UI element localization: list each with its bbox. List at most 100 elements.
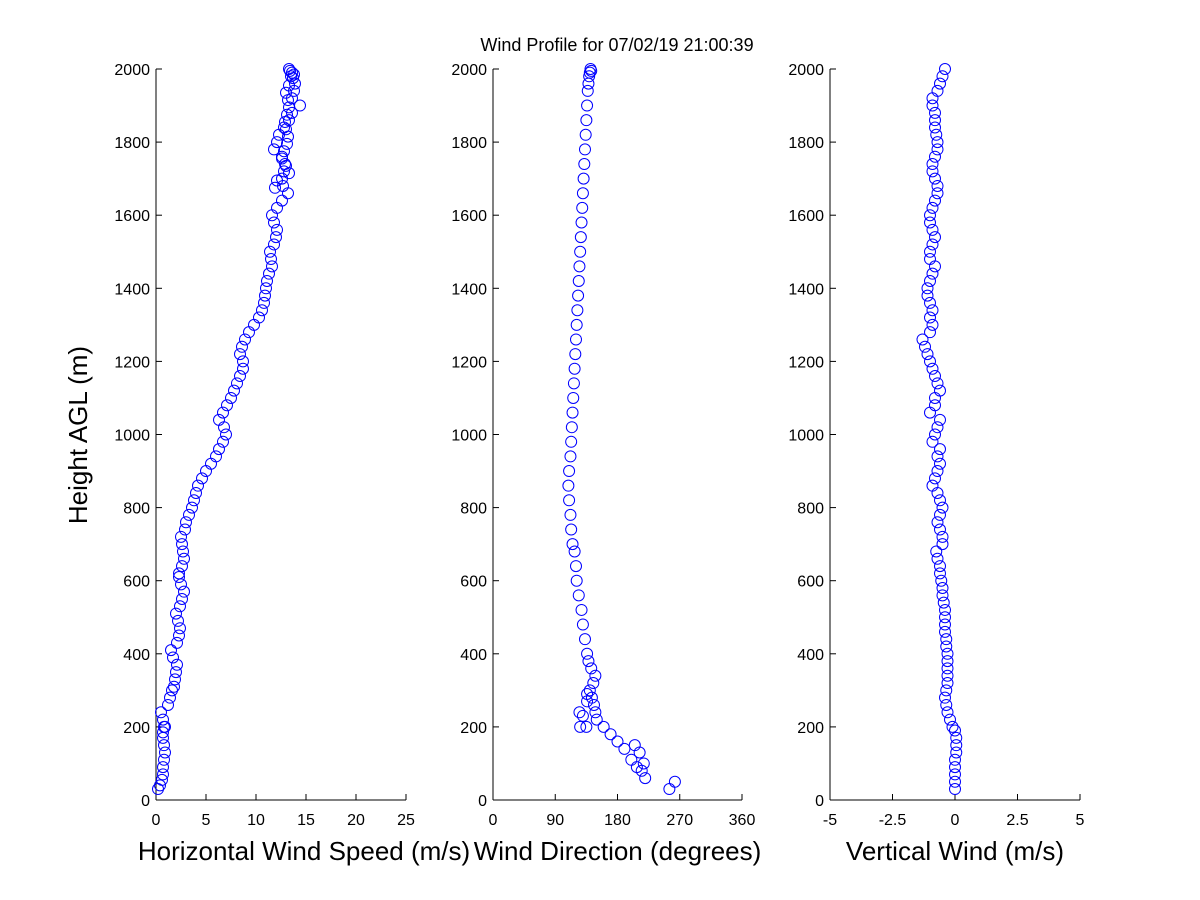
data-point bbox=[926, 238, 939, 251]
data-point bbox=[924, 355, 936, 368]
data-point bbox=[157, 761, 169, 774]
data-point bbox=[282, 94, 294, 107]
data-point bbox=[281, 108, 293, 121]
y-tick-label: 1600 bbox=[451, 208, 487, 225]
data-point bbox=[571, 304, 584, 317]
data-point bbox=[157, 726, 169, 739]
data-point bbox=[934, 457, 946, 470]
data-point bbox=[176, 560, 188, 573]
data-point bbox=[585, 662, 598, 675]
data-point bbox=[225, 391, 237, 404]
data-point bbox=[929, 391, 941, 404]
y-tick-label: 800 bbox=[797, 501, 824, 518]
data-point bbox=[286, 106, 298, 119]
data-point bbox=[939, 611, 951, 624]
data-point bbox=[924, 296, 936, 309]
x-axis-label: Vertical Wind (m/s) bbox=[846, 836, 1064, 866]
data-point bbox=[949, 775, 961, 788]
data-point bbox=[563, 494, 576, 507]
data-point bbox=[286, 66, 298, 79]
y-tick-label: 1800 bbox=[114, 135, 150, 152]
data-point bbox=[934, 523, 946, 536]
data-point bbox=[159, 720, 171, 733]
data-point bbox=[564, 508, 577, 521]
data-point bbox=[159, 746, 171, 759]
x-tick-label: 0 bbox=[951, 812, 960, 829]
data-point bbox=[573, 260, 586, 273]
data-point bbox=[929, 114, 941, 127]
data-point bbox=[939, 63, 951, 75]
data-point bbox=[173, 629, 185, 642]
data-point bbox=[939, 603, 951, 616]
data-point bbox=[924, 209, 936, 222]
data-point bbox=[280, 86, 292, 99]
data-point bbox=[578, 158, 591, 171]
data-point bbox=[164, 691, 176, 704]
data-point bbox=[926, 435, 939, 448]
data-point bbox=[283, 79, 295, 92]
data-point bbox=[574, 720, 587, 733]
data-point bbox=[939, 691, 951, 704]
data-point bbox=[155, 706, 167, 719]
data-point bbox=[628, 739, 641, 752]
data-point bbox=[604, 728, 617, 741]
data-point bbox=[261, 274, 273, 287]
data-point bbox=[949, 753, 961, 766]
data-point bbox=[162, 698, 174, 711]
y-tick-label: 2000 bbox=[114, 62, 150, 79]
data-point bbox=[924, 253, 936, 266]
data-point bbox=[921, 289, 934, 302]
data-point bbox=[618, 742, 631, 755]
data-point bbox=[280, 159, 292, 172]
data-point bbox=[234, 370, 246, 383]
data-point bbox=[581, 84, 594, 97]
x-tick-label: 20 bbox=[347, 812, 365, 829]
data-point bbox=[174, 622, 186, 635]
data-point bbox=[188, 494, 200, 507]
data-point bbox=[934, 413, 946, 426]
data-point bbox=[284, 64, 296, 77]
data-point bbox=[192, 479, 204, 492]
data-point bbox=[258, 296, 270, 309]
data-point bbox=[170, 607, 182, 620]
data-point bbox=[929, 399, 941, 412]
data-point bbox=[934, 508, 946, 521]
data-point bbox=[170, 666, 182, 679]
x-tick-label: -2.5 bbox=[879, 812, 907, 829]
data-point bbox=[568, 545, 581, 558]
y-tick-label: 1400 bbox=[451, 281, 487, 298]
data-point bbox=[926, 223, 939, 236]
data-point bbox=[213, 443, 225, 456]
data-point bbox=[270, 231, 282, 244]
data-point bbox=[931, 179, 944, 192]
x-tick-label: 0 bbox=[152, 812, 161, 829]
data-point bbox=[936, 501, 949, 514]
data-point bbox=[263, 267, 275, 280]
data-point bbox=[268, 238, 280, 251]
y-tick-label: 1400 bbox=[788, 281, 824, 298]
data-point bbox=[279, 115, 291, 128]
data-point bbox=[924, 245, 936, 258]
data-point bbox=[220, 428, 232, 441]
data-point bbox=[565, 435, 578, 448]
data-point bbox=[576, 201, 589, 214]
data-point bbox=[668, 775, 681, 788]
y-tick-label: 2000 bbox=[451, 62, 487, 79]
y-tick-label: 400 bbox=[123, 647, 150, 664]
panel-vertical-wind: 0 200 400 600 800 1000 1200 1400 1600 1800 2000 -5 -… bbox=[788, 62, 1084, 866]
data-point bbox=[931, 187, 944, 200]
data-point bbox=[931, 143, 944, 156]
data-point bbox=[949, 783, 961, 796]
data-point bbox=[171, 658, 183, 671]
data-point bbox=[579, 128, 592, 141]
data-point bbox=[256, 304, 268, 317]
data-point bbox=[931, 486, 944, 499]
data-point bbox=[269, 181, 281, 194]
data-point bbox=[156, 773, 168, 786]
data-point bbox=[585, 691, 598, 704]
data-point bbox=[282, 130, 294, 143]
data-point bbox=[663, 783, 676, 796]
data-point bbox=[931, 516, 944, 529]
data-point bbox=[926, 201, 939, 214]
data-point bbox=[231, 377, 243, 390]
